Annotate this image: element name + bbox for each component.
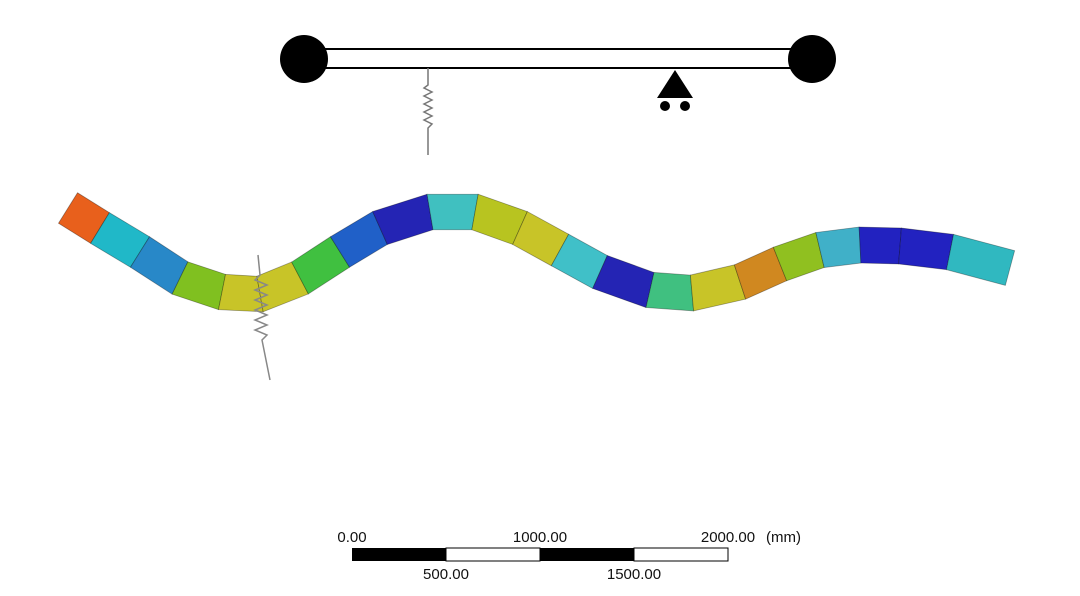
scale-label: 0.00 xyxy=(337,529,366,546)
joint xyxy=(788,35,836,83)
scale-label: 2000.00 xyxy=(701,529,755,546)
scale-segment xyxy=(352,548,446,561)
deformed-beam xyxy=(57,192,1016,313)
support-roller xyxy=(680,101,690,111)
beam-element xyxy=(645,272,695,312)
scale-bar: 0.00 1000.00 2000.00 (mm) 500.00 1500.00 xyxy=(337,529,801,583)
scale-segment xyxy=(540,548,634,561)
beam-element xyxy=(898,227,955,271)
scale-segment xyxy=(445,547,541,562)
joint xyxy=(280,35,328,83)
scale-unit: (mm) xyxy=(766,529,801,546)
spring xyxy=(253,254,271,381)
scale-label: 1500.00 xyxy=(607,566,661,583)
scale-label: 500.00 xyxy=(423,566,469,583)
beam-element xyxy=(426,193,479,231)
beam-model xyxy=(280,35,836,155)
beam-element xyxy=(858,226,902,265)
scale-segment xyxy=(633,547,729,562)
scale-label: 1000.00 xyxy=(513,529,567,546)
spring xyxy=(422,68,434,155)
beam-element xyxy=(815,226,862,268)
support xyxy=(657,70,693,98)
beam-element xyxy=(946,233,1016,286)
support-roller xyxy=(660,101,670,111)
